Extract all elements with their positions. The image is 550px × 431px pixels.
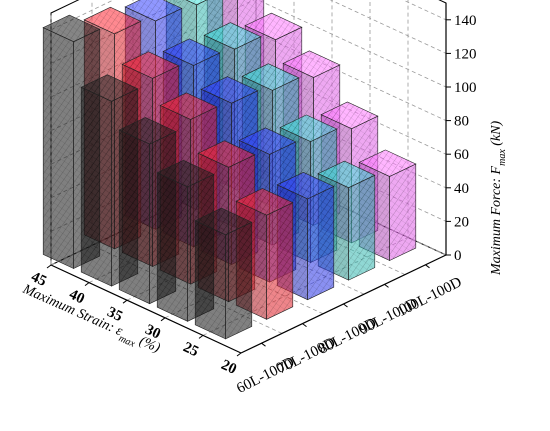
bar (80, 74, 139, 287)
z-tick-label: 140 (454, 13, 477, 29)
category-tick-mark (261, 342, 266, 347)
strain-axis-title-sub: max (117, 333, 137, 350)
strain-tick-mark (160, 317, 166, 322)
bar-side-face-hatch (157, 172, 188, 322)
z-tick-label: 80 (454, 114, 469, 130)
bar-side-face-hatch (195, 220, 226, 339)
z-tick-label: 100 (454, 80, 477, 96)
strain-tick-label: 20 (219, 357, 239, 378)
category-tick-mark (384, 283, 389, 288)
strain-tick-label: 30 (143, 322, 163, 343)
bar-top-face-hatch (195, 208, 252, 235)
z-tick-label: 0 (454, 248, 462, 264)
bar-front-face-hatch (348, 175, 375, 281)
category-tick-mark (343, 303, 348, 308)
grid-line-z (50, 0, 447, 98)
bar-top-face-hatch (239, 127, 296, 155)
bar-top-face-hatch (157, 160, 214, 187)
bar-top-face-hatch (84, 7, 141, 34)
bar-top-face-hatch (81, 74, 138, 102)
bar-top-face-hatch (122, 51, 179, 79)
z-tick-label: 60 (454, 147, 469, 163)
strain-tick-mark (236, 352, 242, 357)
bar-top-face-hatch (163, 38, 220, 66)
strain-tick-mark (122, 299, 128, 304)
z-tick-label: 20 (454, 214, 469, 230)
bar-top-face-hatch (160, 92, 217, 120)
bar-front-face-hatch (225, 222, 252, 339)
axis-layer (46, 3, 451, 357)
z-tick-label: 40 (454, 181, 469, 197)
bar-top-face-hatch (204, 22, 261, 50)
category-tick-mark (425, 264, 430, 269)
z-axis-title: Maximum Force: Fmax (kN) (489, 121, 508, 276)
bar-top-face-hatch (283, 50, 340, 78)
category-tick-label: 100L-100D (395, 274, 465, 320)
bar (194, 207, 253, 340)
bar-top-face-hatch (321, 102, 378, 129)
strain-tick-mark (84, 282, 90, 287)
bar-side-face-hatch (43, 27, 74, 269)
strain-tick-label: 25 (181, 339, 201, 360)
z-axis-title-unit: (kN) (489, 121, 504, 150)
strain-tick-mark (198, 334, 204, 339)
bar-side-face-hatch (81, 87, 112, 287)
bar-front-face-hatch (307, 186, 334, 300)
bar-top-face-hatch (125, 0, 182, 21)
bar-top-face-hatch (277, 172, 334, 199)
bar-top-face-hatch (280, 114, 337, 142)
strain-tick-label: 45 (29, 269, 49, 290)
strain-axis-line (50, 264, 242, 354)
bar-top-face-hatch (245, 13, 302, 40)
category-tick-mark (302, 323, 307, 328)
z-axis-title-sub: max (497, 149, 508, 166)
z-tick-label: 120 (454, 46, 477, 62)
bar-top-face-hatch (318, 161, 375, 188)
bar-top-face-hatch (119, 117, 176, 145)
bar-top-face-hatch (43, 15, 100, 42)
bar-front-face-hatch (389, 164, 416, 261)
z-axis-title-main: Maximum Force: F (489, 165, 504, 276)
strain-tick-label: 40 (67, 287, 87, 308)
bar-top-face-hatch (236, 188, 293, 216)
bar-layer (42, 0, 417, 340)
bar-top-face-hatch (359, 149, 416, 177)
bar-top-face-hatch (186, 0, 207, 5)
strain-tick-label: 35 (105, 304, 125, 325)
grid-line-z (50, 0, 447, 64)
strain-tick-mark (46, 264, 52, 269)
bar-top-face-hatch (198, 140, 255, 168)
bar-side-face-hatch (119, 130, 150, 304)
bar-front-face-hatch (266, 202, 293, 320)
bar-top-face-hatch (242, 63, 299, 91)
bar-top-face-hatch (201, 76, 258, 104)
